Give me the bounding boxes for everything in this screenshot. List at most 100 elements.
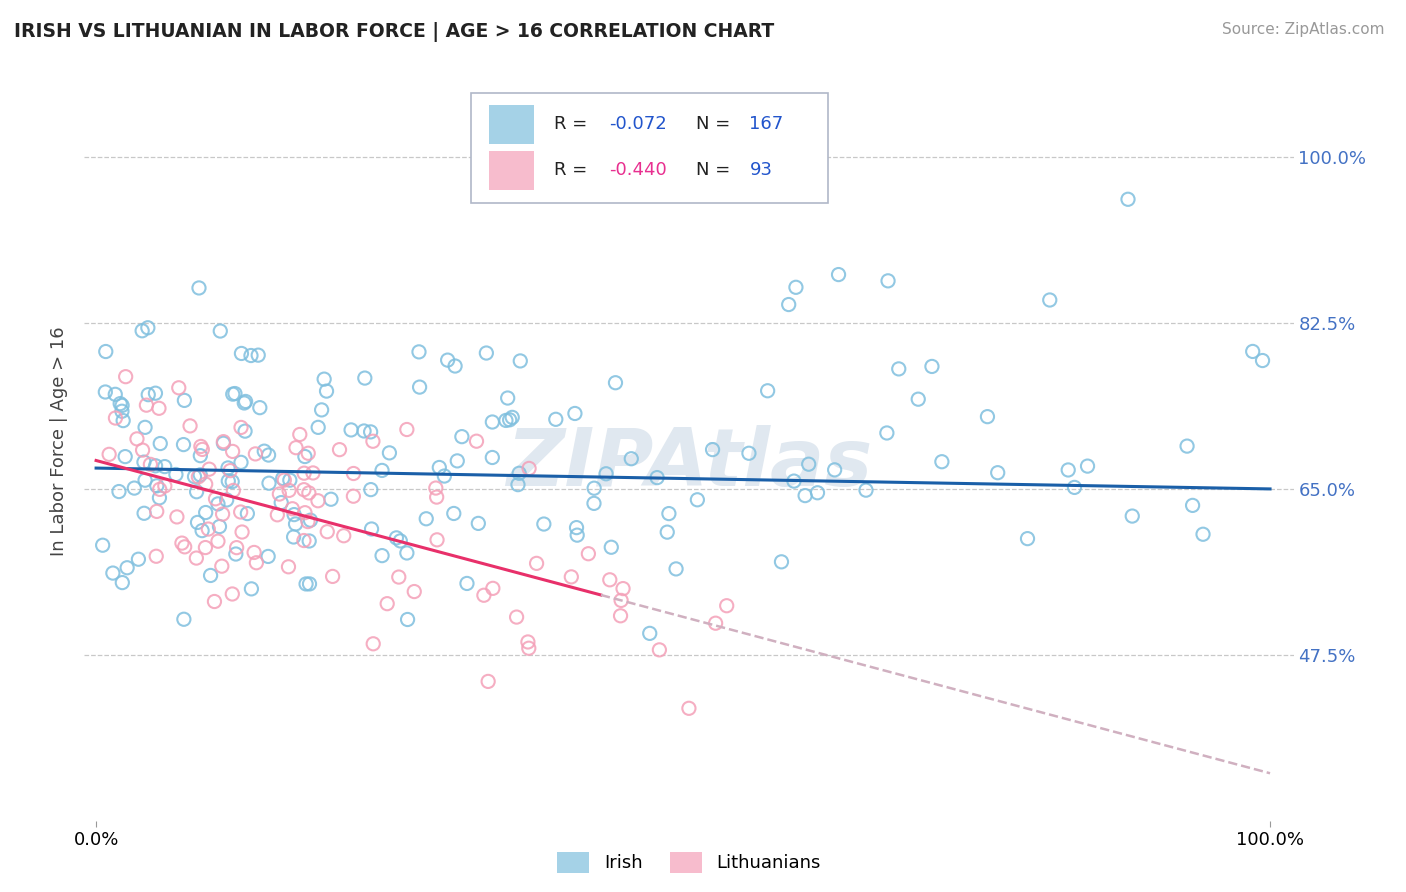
Point	[887, 362, 910, 376]
Text: IRISH VS LITHUANIAN IN LABOR FORCE | AGE > 16 CORRELATION CHART: IRISH VS LITHUANIAN IN LABOR FORCE | AGE…	[14, 22, 775, 42]
Point	[567, 528, 589, 542]
Point	[127, 552, 149, 566]
Point	[509, 354, 531, 368]
Point	[340, 423, 363, 437]
Point	[371, 463, 394, 477]
Point	[599, 573, 621, 587]
Point	[583, 481, 606, 495]
Point	[475, 346, 498, 360]
Point	[907, 392, 929, 407]
Point	[240, 349, 263, 363]
Point	[212, 436, 235, 450]
Point	[1039, 293, 1062, 307]
Point	[498, 413, 520, 427]
Point	[299, 513, 322, 527]
Point	[266, 508, 288, 522]
Point	[145, 549, 167, 564]
Point	[332, 529, 354, 543]
Point	[609, 608, 631, 623]
Point	[197, 522, 219, 536]
Point	[396, 613, 419, 627]
Point	[257, 476, 280, 491]
Point	[194, 477, 217, 491]
Point	[307, 420, 329, 434]
Point	[292, 483, 315, 497]
Point	[516, 635, 538, 649]
Point	[353, 424, 375, 438]
Point	[686, 492, 709, 507]
Point	[738, 446, 761, 460]
Point	[501, 410, 523, 425]
Point	[148, 401, 170, 416]
Point	[678, 701, 700, 715]
Point	[131, 324, 153, 338]
Point	[292, 466, 315, 480]
Text: N =: N =	[696, 161, 737, 179]
Point	[508, 467, 530, 481]
Point	[451, 430, 474, 444]
Point	[124, 481, 146, 495]
Point	[785, 280, 807, 294]
Text: N =: N =	[696, 115, 737, 134]
Point	[855, 483, 877, 498]
Point	[269, 487, 291, 501]
Point	[426, 533, 449, 547]
Point	[595, 467, 617, 481]
Point	[404, 584, 426, 599]
Point	[247, 348, 270, 362]
Point	[186, 551, 208, 566]
Point	[278, 483, 301, 498]
Point	[783, 474, 806, 488]
Point	[245, 556, 267, 570]
Point	[125, 432, 148, 446]
Point	[827, 268, 849, 282]
Point	[360, 425, 382, 439]
Point	[388, 570, 411, 584]
Point	[360, 522, 382, 536]
Point	[876, 425, 898, 440]
Point	[360, 483, 382, 497]
Point	[315, 384, 337, 398]
Legend: Irish, Lithuanians: Irish, Lithuanians	[550, 845, 828, 880]
Point	[610, 593, 633, 607]
Point	[165, 467, 187, 482]
Point	[111, 404, 134, 418]
Point	[496, 391, 519, 405]
Point	[284, 516, 307, 531]
Point	[444, 359, 467, 373]
Point	[207, 534, 229, 549]
Point	[298, 486, 321, 500]
Point	[311, 403, 333, 417]
Point	[104, 411, 127, 425]
Point	[233, 396, 256, 410]
Point	[565, 520, 588, 534]
Text: -0.072: -0.072	[609, 115, 666, 134]
Point	[544, 412, 567, 426]
Point	[605, 376, 627, 390]
Point	[395, 423, 418, 437]
Point	[225, 541, 247, 555]
Point	[217, 474, 239, 488]
Point	[456, 576, 478, 591]
Point	[240, 582, 263, 596]
Point	[145, 386, 167, 401]
Point	[576, 547, 599, 561]
Point	[1175, 439, 1198, 453]
Point	[134, 420, 156, 434]
Point	[173, 437, 195, 451]
Point	[190, 439, 212, 453]
Point	[342, 467, 364, 481]
Point	[517, 461, 540, 475]
Point	[166, 510, 188, 524]
Point	[104, 387, 127, 401]
Point	[658, 507, 681, 521]
Point	[114, 369, 136, 384]
Point	[297, 515, 319, 529]
Point	[472, 588, 495, 602]
Point	[173, 612, 195, 626]
Point	[271, 471, 294, 485]
Point	[94, 384, 117, 399]
Point	[931, 455, 953, 469]
Point	[302, 466, 325, 480]
Point	[638, 626, 661, 640]
